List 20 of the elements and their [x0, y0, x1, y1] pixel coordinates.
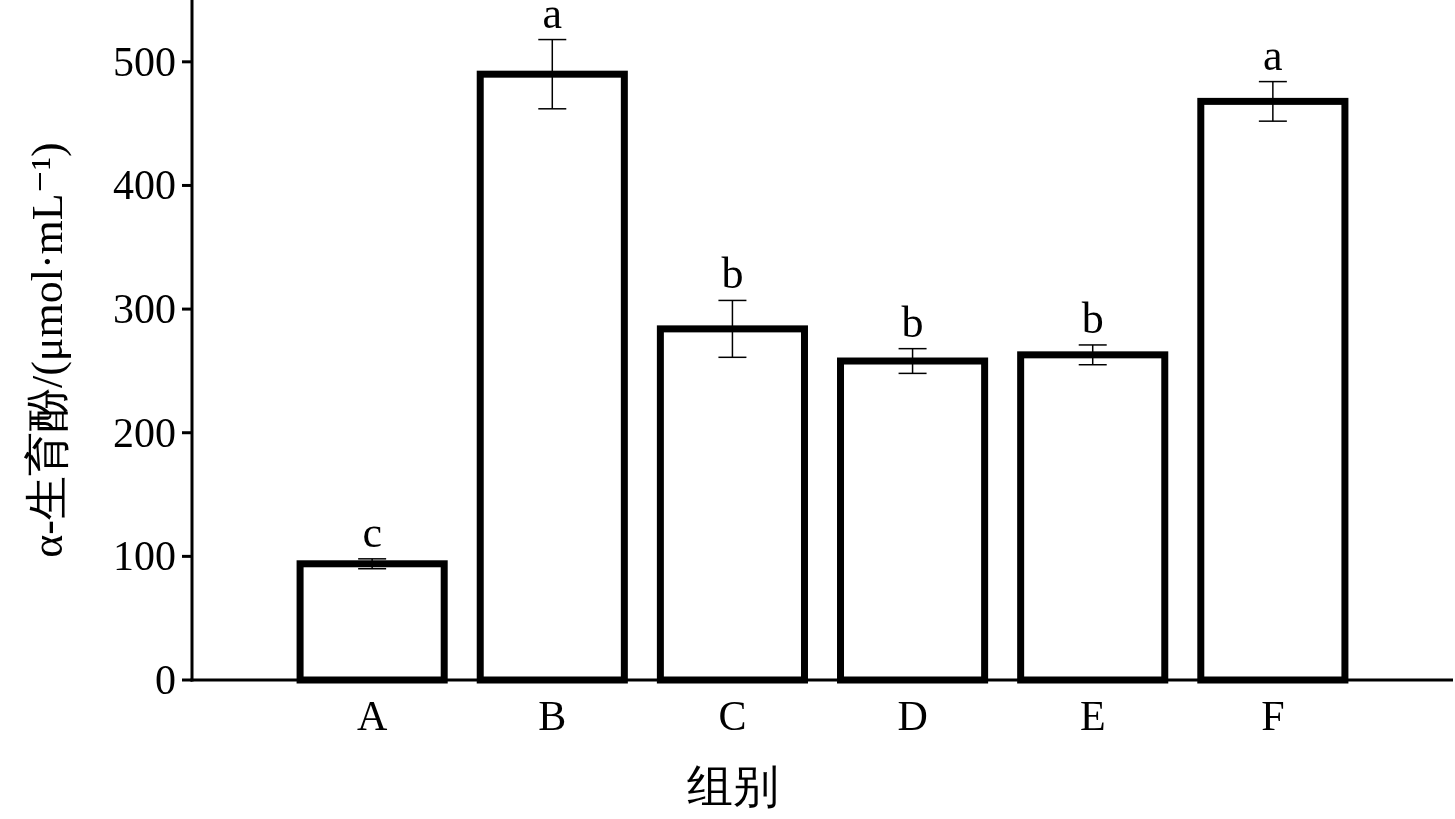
x-tick-label: F	[1261, 693, 1285, 739]
y-tick-label: 300	[113, 286, 176, 333]
annotation: a	[1263, 30, 1283, 80]
y-tick-label: 200	[113, 409, 176, 456]
y-tick-label: 0	[155, 657, 176, 703]
annotation: b	[1081, 293, 1104, 343]
y-axis-title: α-生育酚/(μmol·mL⁻¹)	[23, 142, 72, 558]
annotation: a	[542, 0, 563, 38]
x-tick-label: C	[718, 693, 747, 739]
x-tick-label: D	[897, 693, 928, 739]
y-tick-label: 100	[113, 533, 176, 580]
annotation: b	[901, 297, 924, 347]
annotation: c	[362, 507, 382, 557]
annotation: b	[721, 249, 744, 299]
x-axis-title: 组别	[686, 761, 779, 812]
y-tick-label: 400	[113, 162, 176, 209]
x-tick-label: E	[1079, 693, 1106, 739]
x-tick-label: B	[538, 693, 567, 739]
x-tick-label: A	[356, 693, 388, 739]
y-tick-label: 500	[113, 38, 176, 85]
